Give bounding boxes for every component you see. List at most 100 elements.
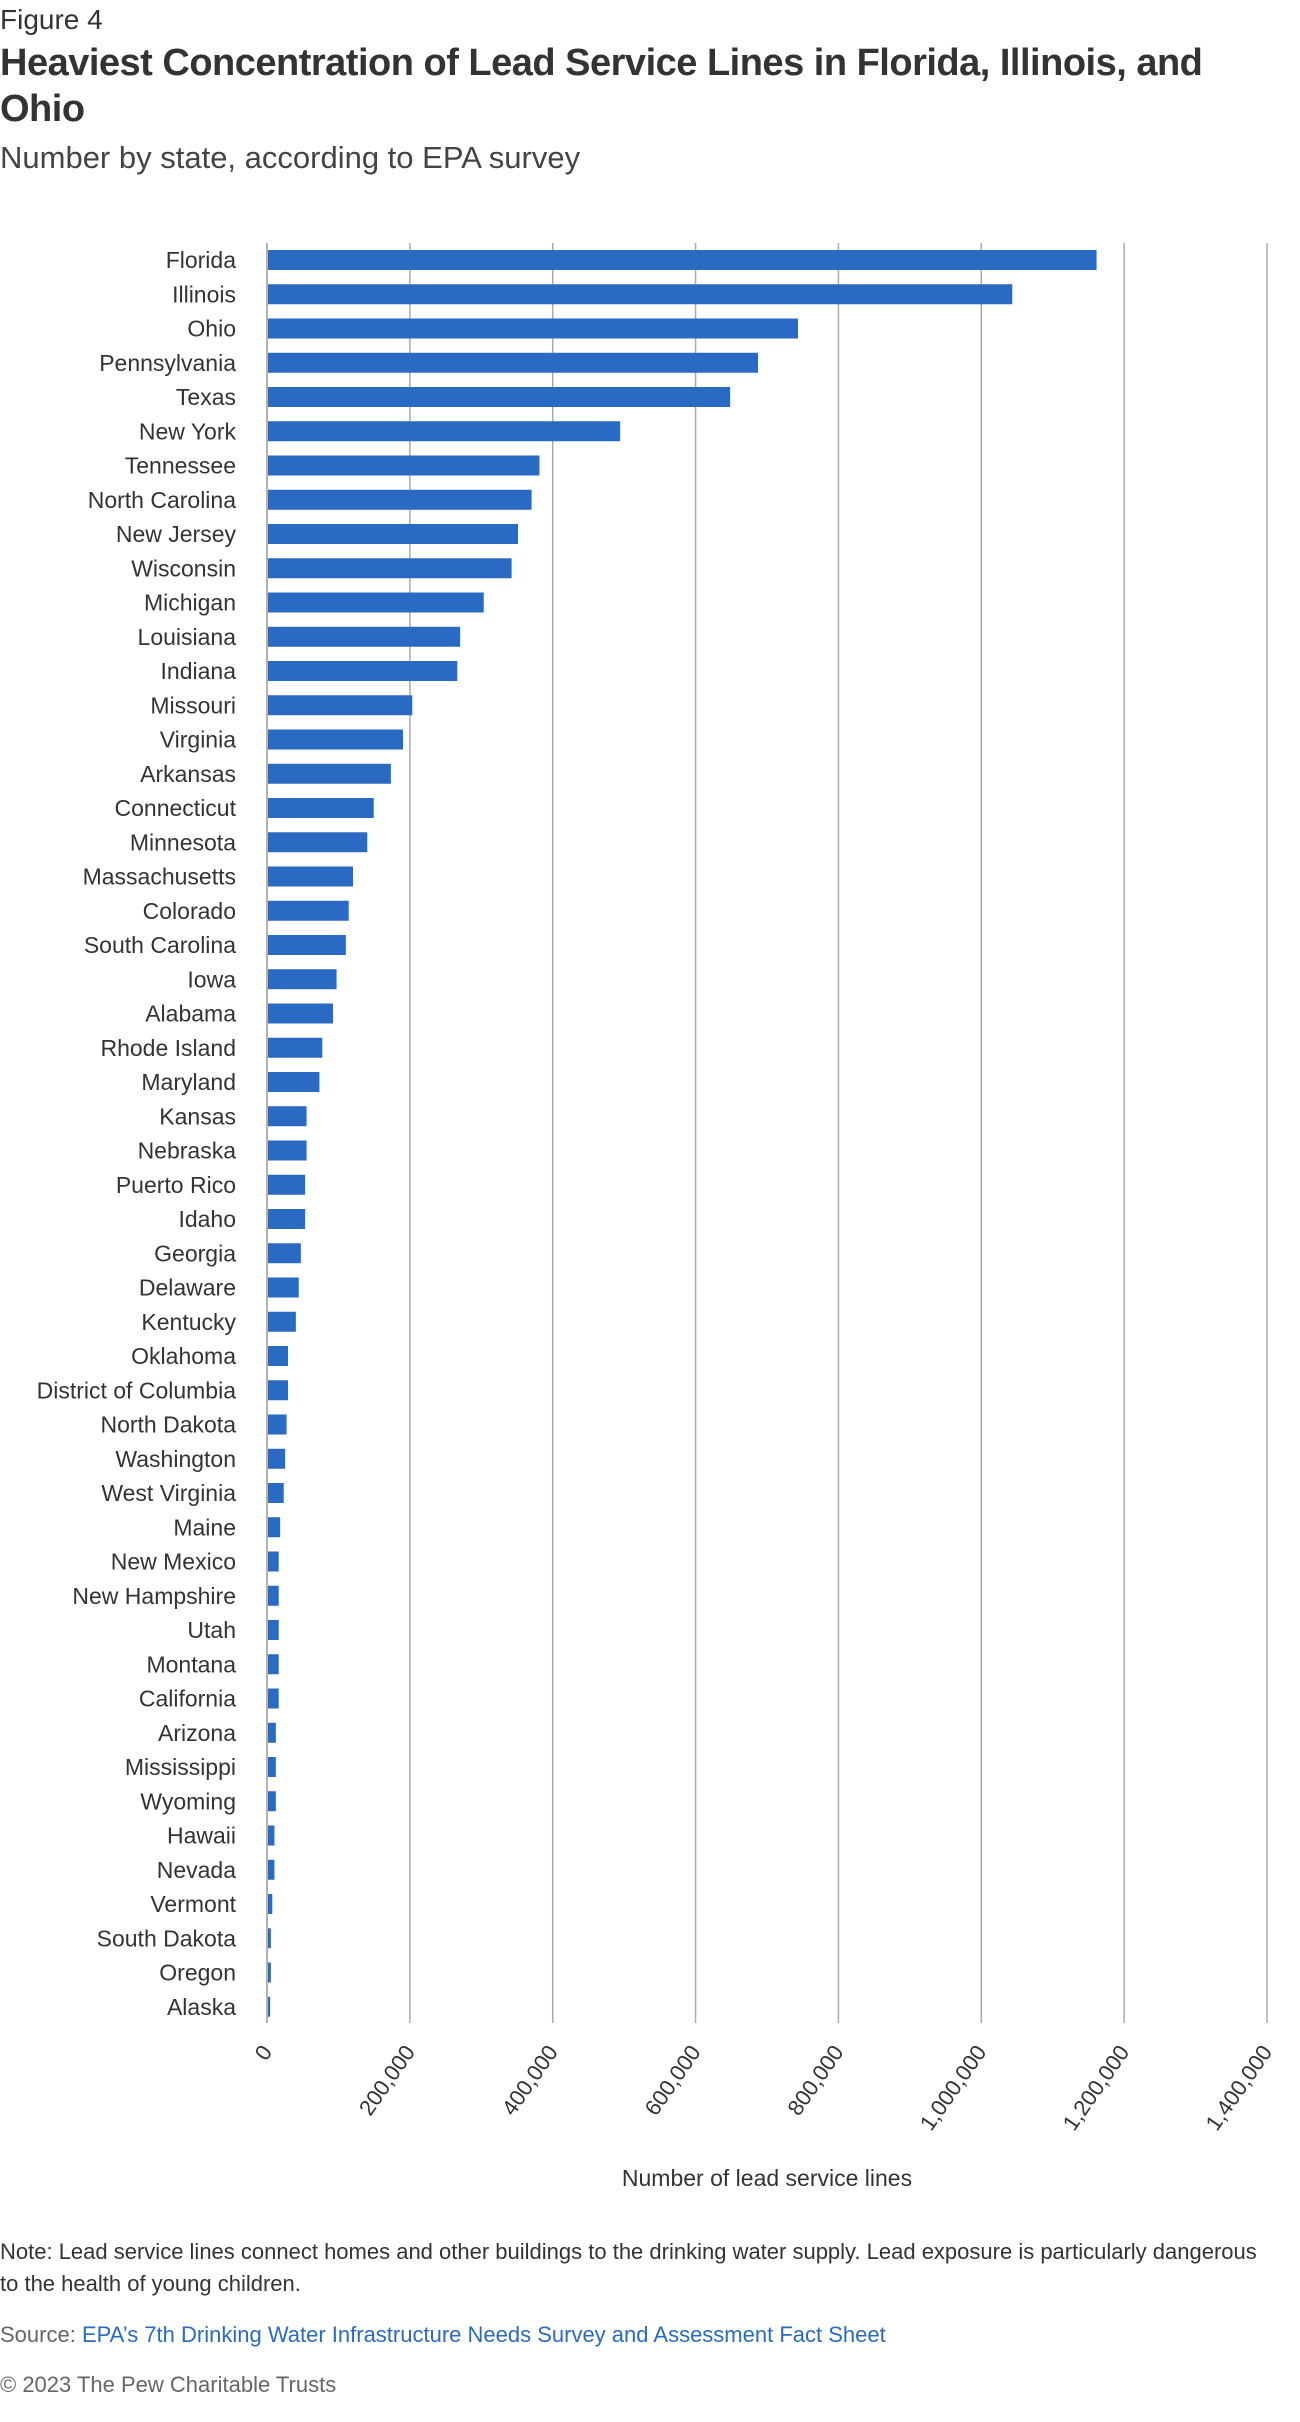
x-tick-label: 1,000,000 bbox=[915, 2041, 992, 2136]
x-tick-label: 600,000 bbox=[640, 2041, 706, 2120]
category-label: Illinois bbox=[172, 281, 236, 307]
category-label: Maine bbox=[173, 1514, 236, 1540]
bar bbox=[268, 626, 461, 647]
category-label: Pennsylvania bbox=[99, 350, 236, 376]
category-label: Nevada bbox=[157, 1857, 236, 1883]
category-label: Maryland bbox=[141, 1069, 236, 1095]
x-tick-label: 400,000 bbox=[497, 2041, 563, 2120]
bar bbox=[268, 1277, 299, 1298]
bar bbox=[268, 1894, 273, 1914]
x-axis-title: Number of lead service lines bbox=[622, 2165, 912, 2191]
category-label: Indiana bbox=[161, 658, 237, 684]
category-label: New York bbox=[139, 418, 237, 444]
bar bbox=[268, 969, 337, 990]
category-label: Wyoming bbox=[140, 1788, 236, 1814]
source-line: Source: EPA’s 7th Drinking Water Infrast… bbox=[0, 2322, 886, 2348]
category-label: Kentucky bbox=[141, 1309, 236, 1335]
category-label: Massachusetts bbox=[83, 864, 236, 890]
bar bbox=[268, 1654, 279, 1675]
category-label: Louisiana bbox=[138, 624, 237, 650]
category-label: North Carolina bbox=[88, 487, 236, 513]
category-label: Idaho bbox=[178, 1206, 236, 1232]
bar bbox=[268, 1003, 333, 1024]
category-label: Hawaii bbox=[167, 1823, 236, 1849]
bar bbox=[268, 763, 391, 784]
category-label: Arkansas bbox=[140, 761, 236, 787]
bar bbox=[268, 1620, 279, 1640]
category-label: Tennessee bbox=[125, 453, 236, 479]
x-tick-label: 200,000 bbox=[354, 2041, 420, 2120]
category-label: Colorado bbox=[143, 898, 236, 924]
x-tick-label: 800,000 bbox=[782, 2041, 848, 2120]
chart-subtitle: Number by state, according to EPA survey bbox=[0, 140, 581, 175]
category-label: Kansas bbox=[159, 1103, 236, 1129]
category-label: Nebraska bbox=[138, 1138, 237, 1164]
category-label: Alabama bbox=[145, 1001, 236, 1027]
bar bbox=[268, 1483, 284, 1503]
category-label: South Carolina bbox=[84, 932, 236, 958]
bar bbox=[268, 558, 512, 579]
bar bbox=[268, 935, 346, 955]
category-label: North Dakota bbox=[100, 1412, 236, 1438]
bars bbox=[268, 250, 1097, 2017]
bar bbox=[268, 1209, 306, 1229]
bar bbox=[268, 1859, 275, 1880]
bar bbox=[268, 1688, 279, 1709]
x-tick-label: 1,200,000 bbox=[1058, 2041, 1135, 2136]
category-label: Georgia bbox=[154, 1240, 236, 1266]
copyright: © 2023 The Pew Charitable Trusts bbox=[0, 2372, 337, 2397]
bar bbox=[268, 900, 349, 921]
chart-title: Heaviest Concentration of Lead Service L… bbox=[0, 42, 1203, 130]
bar bbox=[268, 1722, 276, 1743]
x-tick-labels: 0 200,000 400,000 600,000 800,000 1,000,000 1,… bbox=[250, 2041, 1278, 2136]
gridlines bbox=[266, 243, 1268, 2023]
bar bbox=[268, 866, 353, 887]
category-label: Washington bbox=[115, 1446, 236, 1472]
bar bbox=[268, 1311, 296, 1332]
category-label: Rhode Island bbox=[100, 1035, 236, 1061]
category-label: Oklahoma bbox=[131, 1343, 236, 1369]
bar bbox=[268, 1551, 279, 1572]
category-label: Ohio bbox=[187, 316, 236, 342]
bar bbox=[268, 352, 758, 373]
category-label: Oregon bbox=[159, 1960, 236, 1986]
category-label: New Hampshire bbox=[72, 1583, 236, 1609]
category-label: Virginia bbox=[160, 727, 236, 753]
category-label: Iowa bbox=[187, 966, 236, 992]
category-label: Mississippi bbox=[125, 1754, 236, 1780]
category-label: Utah bbox=[187, 1617, 236, 1643]
bar bbox=[268, 455, 540, 476]
bar bbox=[268, 524, 518, 544]
bar bbox=[268, 1140, 307, 1161]
category-label: South Dakota bbox=[97, 1925, 237, 1951]
bar bbox=[268, 798, 374, 818]
bar bbox=[268, 1380, 288, 1401]
bar bbox=[268, 421, 621, 442]
category-label: Wisconsin bbox=[131, 555, 236, 581]
bar bbox=[268, 1037, 323, 1058]
category-label: Arizona bbox=[158, 1720, 236, 1746]
bar bbox=[268, 284, 1013, 305]
category-label: California bbox=[139, 1686, 236, 1712]
bar bbox=[268, 250, 1097, 270]
bar bbox=[268, 1243, 301, 1264]
bar bbox=[268, 1106, 307, 1127]
bar bbox=[268, 1585, 279, 1606]
bar bbox=[268, 1962, 271, 1983]
category-label: Texas bbox=[176, 384, 236, 410]
bar bbox=[268, 1448, 286, 1469]
bar bbox=[268, 1757, 276, 1777]
category-label: Puerto Rico bbox=[116, 1172, 236, 1198]
bar bbox=[268, 387, 731, 407]
source-label: Source: bbox=[0, 2322, 76, 2347]
bar bbox=[268, 318, 798, 339]
category-label: Delaware bbox=[139, 1275, 236, 1301]
category-label: Alaska bbox=[167, 1994, 236, 2020]
source-link[interactable]: EPA’s 7th Drinking Water Infrastructure … bbox=[81, 2322, 886, 2347]
bar bbox=[268, 1174, 306, 1195]
bar bbox=[268, 1414, 287, 1435]
bar bbox=[268, 1996, 271, 2017]
category-label: Florida bbox=[166, 247, 237, 273]
bar bbox=[268, 832, 368, 853]
category-label: Michigan bbox=[144, 590, 236, 616]
